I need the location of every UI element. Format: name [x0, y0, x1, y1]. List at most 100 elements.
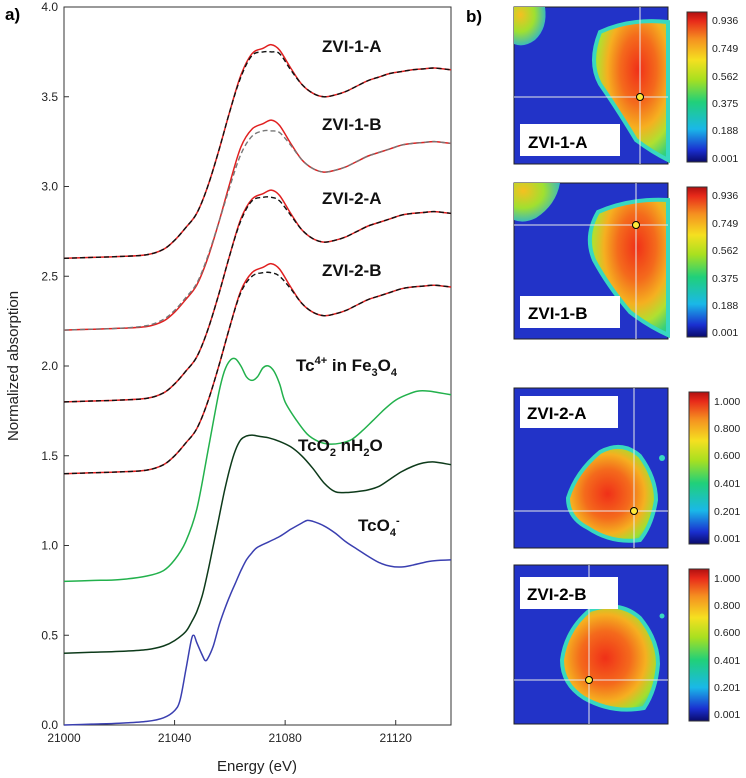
map-corner-blob: [514, 7, 546, 46]
y-tick-label: 0.5: [41, 628, 58, 642]
map-corner-blob: [514, 183, 560, 222]
colorbar-tick: 0.800: [714, 600, 740, 612]
label-tc4-part3: O: [378, 356, 391, 375]
colorbar-gradient: [688, 568, 710, 722]
y-tick-label: 3.0: [41, 180, 58, 194]
label-tco4-sub: 4: [390, 527, 397, 539]
colorbar-gradient: [686, 11, 708, 163]
colorbar-tick: 0.936: [712, 190, 738, 202]
map-label: ZVI-1-A: [528, 133, 588, 152]
colorbar-tick: 0.600: [714, 450, 740, 462]
y-axis-ticks: 0.0 0.5 1.0 1.5 2.0 2.5 3.0 3.5 4.0: [41, 0, 69, 732]
label-tco2-sub1: 2: [330, 447, 336, 459]
label-zvi-2-b: ZVI-2-B: [322, 261, 382, 280]
colorbar-tick: 0.001: [712, 153, 738, 165]
colorbar-zvi-1-b: 0.936 0.749 0.562 0.375 0.188 0.001: [686, 186, 738, 339]
x-tick-label: 21080: [268, 731, 302, 745]
colorbar-tick: 0.201: [714, 506, 740, 518]
colorbar-tick: 0.375: [712, 273, 738, 285]
label-tc4-part1: Tc: [296, 356, 315, 375]
crosshair-marker: [585, 676, 593, 684]
colorbar-tick: 0.001: [714, 533, 740, 545]
panel-a-label: a): [5, 5, 20, 24]
label-tco2: TcO2 nH2O: [298, 436, 383, 459]
crosshair-marker: [630, 507, 638, 515]
label-zvi-1-b: ZVI-1-B: [322, 115, 382, 134]
colorbar-tick: 0.800: [714, 423, 740, 435]
colorbar-tick: 0.401: [714, 655, 740, 667]
series-line-tco4-: [63, 519, 452, 726]
colorbar-zvi-2-a: 1.000 0.800 0.600 0.401 0.201 0.001: [688, 391, 740, 545]
label-zvi-2-a: ZVI-2-A: [322, 189, 382, 208]
map-zvi-2-a: ZVI-2-A: [513, 387, 669, 549]
y-axis-title: Normalized absorption: [5, 291, 22, 441]
x-axis-ticks: 21000 21040 21080 21120: [47, 720, 412, 745]
map-label-box: [520, 124, 620, 156]
colorbar-zvi-1-a: 0.936 0.749 0.562 0.375 0.188 0.001: [686, 11, 738, 165]
label-tco2-part3: O: [369, 436, 382, 455]
series-line-zvi-1-b: [63, 119, 452, 331]
map-label: ZVI-1-B: [528, 304, 588, 323]
label-zvi-1-a: ZVI-1-A: [322, 37, 382, 56]
panel-b-label: b): [466, 7, 482, 26]
map-zvi-1-a: ZVI-1-A: [513, 6, 670, 165]
map-label: ZVI-2-A: [527, 404, 587, 423]
colorbar-tick: 0.562: [712, 71, 738, 83]
spectra-plot: 0.00.51.01.52.02.53.03.54.0 21000 21040 21…: [5, 0, 452, 775]
colorbar-tick: 0.749: [712, 43, 738, 55]
label-tco2-sub2: 2: [363, 447, 369, 459]
y-tick-label: 1.5: [41, 449, 58, 463]
colorbar-gradient: [688, 391, 710, 545]
colorbar-tick: 0.188: [712, 300, 738, 312]
y-tick-label: 3.5: [41, 90, 58, 104]
y-tick-label: 2.5: [41, 269, 58, 283]
map-label-box: [520, 577, 618, 609]
map-speck: [659, 613, 665, 619]
series-line-zvi-1-b-fit: [63, 129, 452, 331]
plot-frame: [63, 6, 452, 726]
colorbar-tick: 0.001: [712, 327, 738, 339]
colorbar-tick: 0.001: [714, 709, 740, 721]
x-axis-title: Energy (eV): [217, 758, 297, 775]
label-tco4-part1: TcO: [358, 516, 390, 535]
map-hotspot: [592, 19, 670, 164]
map-hotspot: [587, 197, 670, 339]
y-tick-label: 2.0: [41, 359, 58, 373]
colorbar-tick: 0.562: [712, 245, 738, 257]
x-tick-label: 21120: [379, 731, 412, 745]
label-tc4-fe3o4: Tc4+ in Fe3O4: [296, 355, 398, 379]
series-line-tco2-nh2o: [63, 434, 452, 654]
label-tc4-sup: 4+: [315, 355, 328, 367]
spectra-curves: [63, 43, 452, 726]
colorbar-tick: 1.000: [714, 573, 740, 585]
map-label-box: [520, 396, 618, 428]
colorbar-tick: 0.749: [712, 218, 738, 230]
y-tick-label: 4.0: [41, 0, 58, 14]
label-tco2-part1: TcO: [298, 436, 330, 455]
colorbar-tick: 0.401: [714, 478, 740, 490]
map-hotspot: [559, 604, 661, 712]
colorbar-zvi-2-b: 1.000 0.800 0.600 0.401 0.201 0.001: [688, 568, 740, 722]
map-speck: [659, 455, 665, 461]
y-tick-label: 1.0: [41, 539, 58, 553]
crosshair-marker: [636, 93, 644, 101]
crosshair-marker: [632, 221, 640, 229]
colorbar-tick: 0.936: [712, 15, 738, 27]
colorbar-tick: 0.188: [712, 125, 738, 137]
colorbar-tick: 1.000: [714, 396, 740, 408]
series-line-zvi-2-a-fit: [63, 196, 452, 403]
series-line-zvi-1-a-fit: [63, 50, 452, 259]
label-tc4-part2: in Fe: [327, 356, 371, 375]
x-tick-label: 21040: [158, 731, 192, 745]
colorbar-tick: 0.201: [714, 682, 740, 694]
series-line-zvi-2-b-fit: [63, 271, 452, 475]
label-tc4-sub1: 3: [372, 367, 378, 379]
label-tco4: TcO4-: [358, 515, 400, 539]
colorbar-tick: 0.375: [712, 98, 738, 110]
map-zvi-2-b: ZVI-2-B: [513, 564, 669, 725]
label-tco2-part2: nH: [336, 436, 363, 455]
map-zvi-1-b: ZVI-1-B: [513, 182, 670, 340]
map-label: ZVI-2-B: [527, 585, 587, 604]
colorbar-tick: 0.600: [714, 627, 740, 639]
